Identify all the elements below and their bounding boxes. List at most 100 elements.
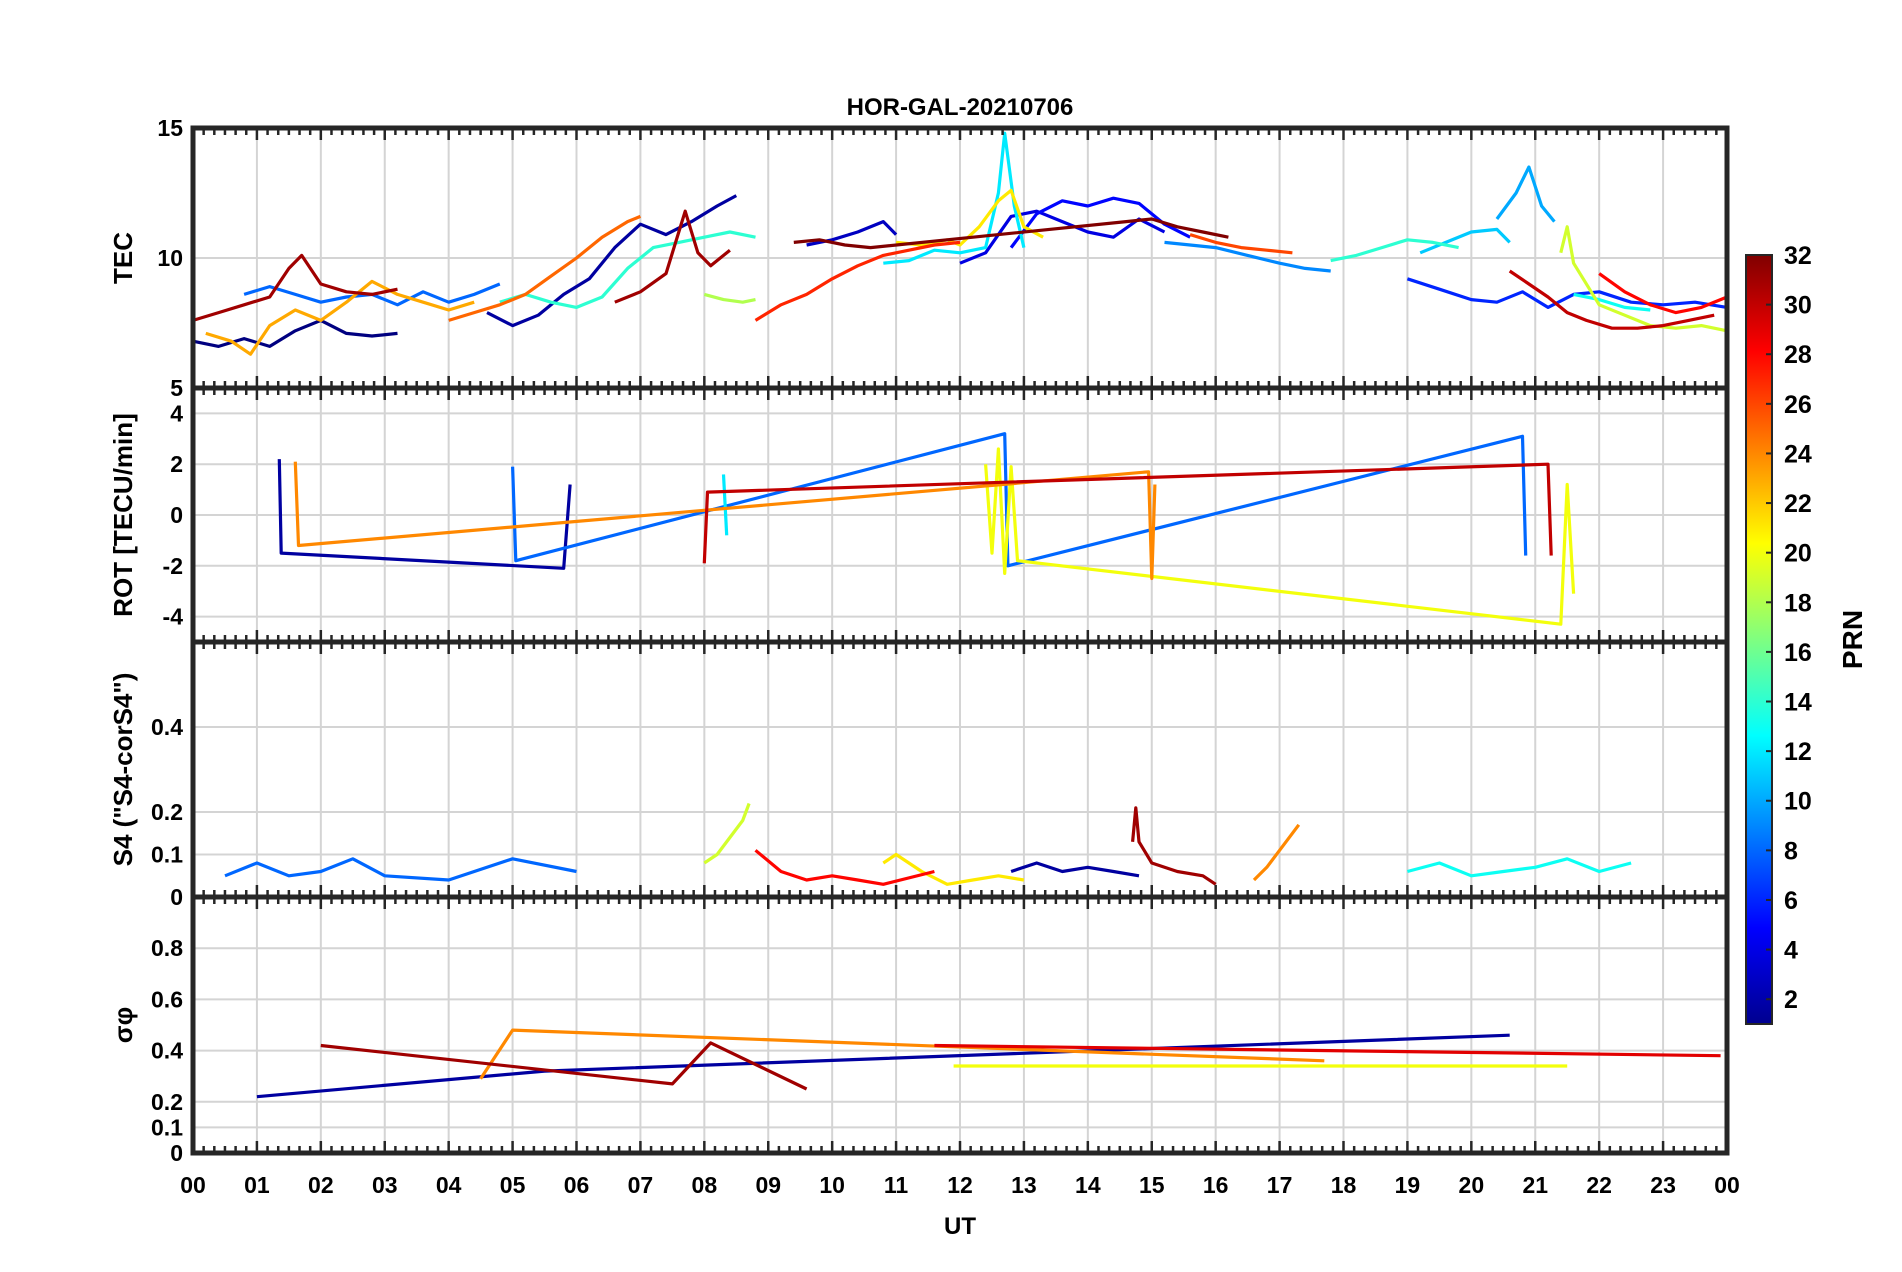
- colorbar-tick-label: 20: [1784, 540, 1812, 568]
- x-tick-label: 18: [1331, 1172, 1357, 1198]
- series-prn-4: [959, 209, 1166, 265]
- series-prn-31: [614, 209, 731, 304]
- x-tick-label: 00: [180, 1172, 206, 1198]
- colorbar-tick-label: 22: [1784, 490, 1812, 518]
- series-prn-1: [192, 318, 398, 348]
- series-prn-14: [499, 230, 756, 309]
- panel-4: 00.10.2 0.4 0.6 0.8 σφ: [108, 894, 1730, 1166]
- x-tick-label: 06: [564, 1172, 590, 1198]
- series-prn-2: [486, 194, 738, 328]
- colorbar-label: PRN: [1837, 610, 1868, 669]
- colorbar-tick-label: 26: [1784, 391, 1812, 419]
- x-tick-label: 08: [692, 1172, 718, 1198]
- y-tick-label: 10: [157, 245, 183, 271]
- series-prn-26: [1189, 233, 1293, 255]
- series-prn-11: [1419, 227, 1511, 255]
- x-tick-label: 23: [1650, 1172, 1676, 1198]
- series-prn-2: [277, 459, 572, 570]
- x-tick-label: 04: [436, 1172, 462, 1198]
- colorbar-tick-label: 4: [1784, 937, 1798, 965]
- x-tick-label: 13: [1011, 1172, 1037, 1198]
- x-tick-label: 16: [1203, 1172, 1229, 1198]
- series-prn-13: [1406, 857, 1632, 878]
- y-tick-label: -2: [163, 553, 183, 579]
- series-prn-31: [320, 1041, 808, 1091]
- colorbar-tick-label: 30: [1784, 292, 1812, 320]
- panel-1: 5 10 15 TEC: [108, 115, 1730, 401]
- y-tick-label: 0.4: [151, 1038, 183, 1064]
- y-axis-label: S4 ("S4-corS4"): [108, 673, 138, 867]
- series-prn-13: [1573, 292, 1651, 312]
- series-prn-28: [754, 849, 935, 886]
- y-axis-label: ROT [TECU/min]: [108, 413, 138, 617]
- x-tick-label: 19: [1395, 1172, 1421, 1198]
- series-prn-21: [895, 188, 1044, 247]
- series-prn-12: [721, 474, 729, 536]
- series-prn-14: [1330, 238, 1459, 263]
- y-axis-label: TEC: [108, 232, 138, 284]
- y-tick-label: 0: [170, 884, 183, 910]
- x-tick-label: 09: [755, 1172, 781, 1198]
- series-prn-24: [479, 1028, 1325, 1080]
- y-tick-label: 5: [170, 375, 183, 401]
- y-tick-label: 0: [170, 1140, 183, 1166]
- series-prn-32: [793, 217, 1229, 250]
- series-prn-24: [293, 461, 1157, 581]
- y-tick-label: 0.1: [151, 842, 183, 868]
- series-prn-25: [448, 214, 642, 322]
- x-tick-label: 17: [1267, 1172, 1293, 1198]
- x-tick-label: 15: [1139, 1172, 1165, 1198]
- x-tick-label: 14: [1075, 1172, 1101, 1198]
- y-tick-label: 0.2: [151, 1089, 183, 1115]
- y-tick-label: 2: [170, 451, 183, 477]
- x-tick-label: 07: [628, 1172, 654, 1198]
- series-prn-8: [224, 857, 577, 882]
- y-tick-label: -4: [163, 604, 184, 630]
- series-prn-19: [1559, 225, 1728, 333]
- series-prn-20: [984, 447, 1576, 626]
- series-prn-2: [1010, 861, 1140, 878]
- x-axis: 00 01 02 03 04 05 06 07 08 09 10 11 12 13 14 15 16 17 18 19…: [180, 1172, 1740, 1198]
- series-prn-29: [934, 1043, 1721, 1058]
- panel-3: 0 0.1 0.2 0.4 S4 ("S4-corS4"): [108, 639, 1730, 910]
- x-tick-label: 00: [1714, 1172, 1740, 1198]
- series-prn-24: [1252, 823, 1301, 882]
- colorbar-gradient: [1745, 254, 1773, 1025]
- x-tick-label: 02: [308, 1172, 334, 1198]
- colorbar-tick-label: 16: [1784, 639, 1812, 667]
- colorbar-tick-label: 18: [1784, 589, 1812, 617]
- series-prn-8: [511, 432, 1528, 568]
- series-prn-18: [703, 292, 756, 304]
- series-prn-19: [703, 802, 751, 865]
- series-prn-21: [882, 852, 1025, 886]
- series-prn-28: [1598, 272, 1728, 315]
- colorbar-tick-label: 2: [1784, 986, 1798, 1014]
- chart-title: HOR-GAL-20210706: [847, 94, 1074, 121]
- y-tick-label: 0.8: [151, 935, 183, 961]
- series-prn-9: [1164, 240, 1331, 273]
- colorbar-tick-label: 14: [1784, 689, 1812, 717]
- y-tick-label: 0.4: [151, 714, 183, 740]
- y-tick-label: 4: [170, 400, 183, 426]
- x-axis-label: UT: [944, 1213, 976, 1240]
- x-tick-label: 20: [1459, 1172, 1485, 1198]
- x-tick-label: 03: [372, 1172, 398, 1198]
- colorbar-tick-label: 28: [1784, 341, 1812, 369]
- x-tick-label: 01: [244, 1172, 270, 1198]
- panel-2: -4 -2 0 2 4 ROT [TECU/min]: [108, 385, 1730, 645]
- y-tick-label: 15: [157, 115, 183, 141]
- y-tick-label: 0.6: [151, 986, 183, 1012]
- x-tick-label: 12: [947, 1172, 973, 1198]
- series-prn-27: [754, 240, 961, 322]
- x-tick-label: 22: [1586, 1172, 1612, 1198]
- x-tick-label: 21: [1522, 1172, 1548, 1198]
- colorbar-tick-label: 6: [1784, 887, 1798, 915]
- colorbar-tick-label: 24: [1784, 440, 1812, 468]
- series-prn-30: [702, 462, 1553, 564]
- x-tick-label: 11: [884, 1172, 909, 1198]
- y-tick-label: 0.1: [151, 1114, 183, 1140]
- series-prn-31: [192, 253, 398, 322]
